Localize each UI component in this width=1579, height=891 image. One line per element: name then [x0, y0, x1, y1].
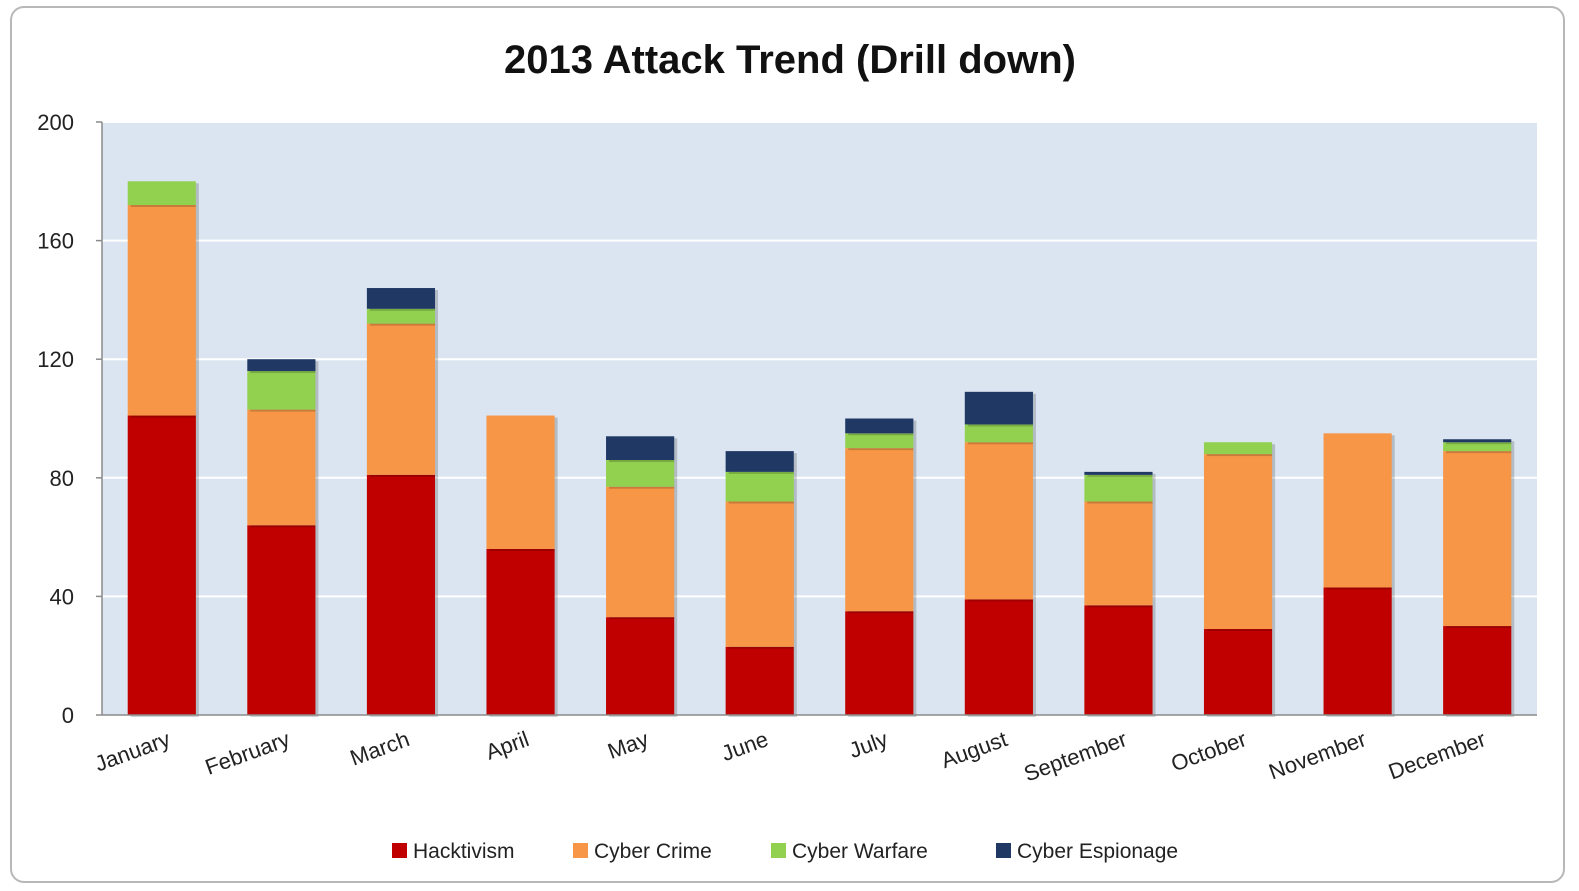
bar-cyber-warfare-march[interactable]: [366, 308, 436, 324]
x-tick-label: November: [1265, 726, 1369, 784]
y-tick-label: 120: [37, 347, 74, 372]
legend-label: Cyber Crime: [594, 840, 712, 863]
bar-cyber-crime-october[interactable]: [1203, 454, 1273, 630]
bar-cyber-crime-december[interactable]: [1443, 451, 1512, 627]
bar-cyber-crime-january[interactable]: [127, 205, 196, 416]
legend-label: Cyber Warfare: [792, 840, 928, 863]
legend-swatch: [573, 843, 588, 858]
bar-hacktivism-march[interactable]: [366, 474, 436, 715]
gridlines: [102, 121, 1537, 598]
x-tick-label: January: [91, 726, 173, 776]
legend-label: Cyber Espionage: [1017, 840, 1178, 863]
bar-hacktivism-february[interactable]: [247, 525, 316, 715]
bar-shadow: [1087, 473, 1156, 477]
bar-cyber-espionage-september[interactable]: [1084, 471, 1153, 475]
bar-cyber-crime-may[interactable]: [606, 486, 675, 618]
bar-hacktivism-january[interactable]: [127, 415, 196, 715]
bar-hacktivism-july[interactable]: [845, 611, 914, 715]
y-tick-label: 80: [50, 466, 74, 491]
bar-hacktivism-november[interactable]: [1323, 587, 1392, 715]
bar-hacktivism-october[interactable]: [1203, 629, 1273, 715]
bar-cyber-warfare-september[interactable]: [1084, 474, 1153, 502]
y-tick-label: 40: [50, 584, 74, 609]
bar-hacktivism-august[interactable]: [964, 599, 1033, 715]
legend-label: Hacktivism: [413, 840, 515, 863]
bar-hacktivism-april[interactable]: [486, 548, 555, 715]
y-axis-ticks: 0 40 80 120 160 200: [37, 110, 102, 728]
bar-cyber-warfare-january[interactable]: [127, 181, 196, 206]
bar-cyber-warfare-july[interactable]: [845, 433, 914, 449]
x-tick-label: May: [604, 726, 652, 764]
legend-item[interactable]: Cyber Crime: [573, 840, 712, 863]
x-tick-label: October: [1168, 726, 1250, 776]
x-tick-label: June: [718, 726, 771, 766]
x-tick-label: March: [347, 726, 413, 770]
legend-swatch: [996, 843, 1011, 858]
bar-hacktivism-december[interactable]: [1443, 626, 1512, 715]
bar-cyber-espionage-march[interactable]: [366, 288, 436, 309]
legend: Hacktivism Cyber Crime Cyber Warfare Cyber …: [392, 840, 1178, 863]
bar-cyber-crime-june[interactable]: [725, 501, 794, 647]
plot-area: [102, 122, 1537, 715]
x-tick-label: April: [482, 726, 532, 765]
bar-cyber-espionage-august[interactable]: [964, 391, 1033, 425]
legend-item[interactable]: Hacktivism: [392, 840, 515, 863]
bar-cyber-warfare-may[interactable]: [606, 460, 675, 487]
y-tick-label: 160: [37, 229, 74, 254]
bar-cyber-warfare-february[interactable]: [247, 371, 316, 410]
x-tick-label: July: [846, 726, 891, 763]
chart-title: 2013 Attack Trend (Drill down): [504, 38, 1076, 82]
bar-cyber-espionage-june[interactable]: [725, 451, 794, 472]
x-axis-labels: January February March April May June July Augu…: [91, 726, 1489, 786]
bars: [127, 181, 1515, 717]
bar-cyber-crime-september[interactable]: [1084, 501, 1153, 606]
bar-hacktivism-may[interactable]: [606, 617, 675, 715]
bar-cyber-espionage-february[interactable]: [247, 359, 316, 372]
x-tick-label: September: [1020, 726, 1130, 786]
bar-cyber-crime-february[interactable]: [247, 409, 316, 526]
x-tick-label: December: [1385, 726, 1489, 784]
bar-cyber-crime-august[interactable]: [964, 442, 1033, 600]
bar-hacktivism-june[interactable]: [725, 646, 794, 715]
bar-shadow: [1446, 441, 1515, 445]
bar-cyber-crime-april[interactable]: [486, 415, 555, 549]
bar-cyber-warfare-august[interactable]: [964, 424, 1033, 443]
legend-swatch: [392, 843, 407, 858]
legend-swatch: [771, 843, 786, 858]
bar-cyber-crime-march[interactable]: [366, 323, 436, 475]
x-tick-label: February: [202, 726, 293, 780]
bar-cyber-warfare-october[interactable]: [1203, 442, 1273, 455]
y-tick-label: 200: [37, 110, 74, 135]
bar-cyber-crime-july[interactable]: [845, 448, 914, 612]
bar-cyber-espionage-december[interactable]: [1443, 439, 1512, 443]
legend-item[interactable]: Cyber Espionage: [996, 840, 1178, 863]
bar-cyber-espionage-july[interactable]: [845, 418, 914, 434]
bar-cyber-crime-november[interactable]: [1323, 433, 1392, 588]
bar-cyber-espionage-may[interactable]: [606, 436, 675, 461]
bar-cyber-warfare-june[interactable]: [725, 471, 794, 502]
y-tick-label: 0: [62, 703, 74, 728]
bar-hacktivism-september[interactable]: [1084, 605, 1153, 715]
x-tick-label: August: [938, 726, 1011, 773]
legend-item[interactable]: Cyber Warfare: [771, 840, 928, 863]
bar-cyber-warfare-december[interactable]: [1443, 442, 1512, 452]
